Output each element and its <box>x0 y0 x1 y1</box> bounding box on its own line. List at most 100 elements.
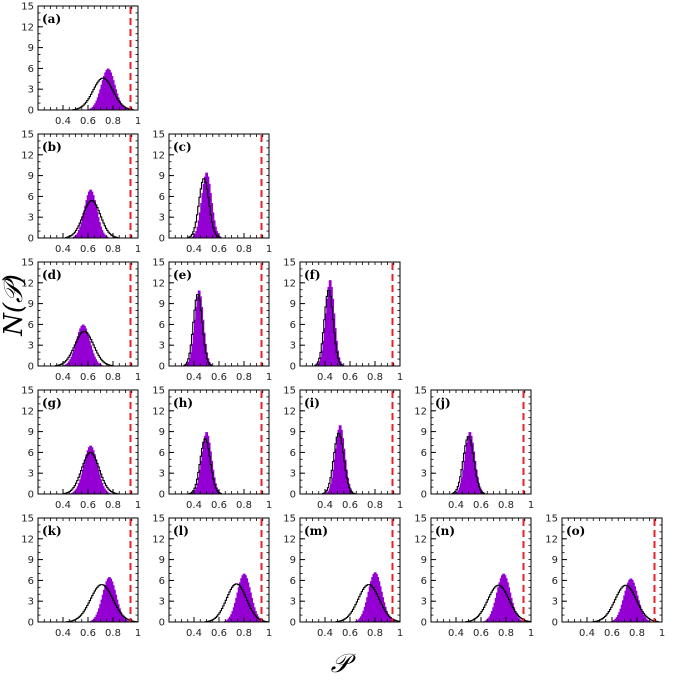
x-tick-label: 0.4 <box>186 372 202 383</box>
filled-bar <box>190 352 192 366</box>
y-tick-label: 0 <box>28 362 34 373</box>
filled-bar <box>90 107 93 110</box>
filled-bar <box>471 435 473 494</box>
y-tick-label: 6 <box>159 192 165 203</box>
y-tick-label: 0 <box>290 362 296 373</box>
filled-bar <box>628 579 630 622</box>
x-tick-label: 0.4 <box>55 116 71 127</box>
filled-bar <box>333 459 336 494</box>
filled-bar <box>106 236 109 238</box>
filled-bar <box>124 107 126 110</box>
x-axis-label: 𝒫 <box>331 649 357 679</box>
filled-bar <box>644 617 647 622</box>
filled-bar <box>187 362 190 366</box>
filled-bar <box>103 76 105 110</box>
filled-bar <box>613 619 615 622</box>
x-tick-label: 0.6 <box>473 628 489 639</box>
y-tick-label: 12 <box>21 150 34 161</box>
y-tick-label: 12 <box>152 534 165 545</box>
filled-bar <box>201 193 204 238</box>
panel-label: (o) <box>566 524 585 538</box>
filled-bar <box>75 234 78 238</box>
filled-bar <box>331 477 333 494</box>
filled-bar <box>508 587 511 622</box>
x-tick-label: 1 <box>266 628 272 639</box>
filled-bar <box>202 183 205 238</box>
x-tick-label: 1 <box>135 116 141 127</box>
outline-histogram <box>431 436 531 495</box>
filled-bar <box>498 582 501 622</box>
filled-bar <box>110 72 113 110</box>
x-tick-label: 0.6 <box>342 500 358 511</box>
y-tick-label: 15 <box>21 130 34 141</box>
panel-o: 0.4 0.6 0.8 1 0 3 6 9 12 15 (o) <box>545 514 665 640</box>
filled-bar <box>637 595 639 622</box>
panel-label: (m) <box>304 524 328 538</box>
y-tick-label: 0 <box>28 106 34 117</box>
filled-bar <box>99 222 101 238</box>
filled-bar <box>366 597 368 622</box>
y-tick-label: 9 <box>159 555 165 566</box>
y-tick-label: 0 <box>28 618 34 629</box>
filled-bar <box>98 217 100 238</box>
filled-bar <box>330 280 332 366</box>
filled-bar <box>120 103 123 110</box>
filled-bar <box>326 298 328 366</box>
y-tick-label: 15 <box>21 258 34 269</box>
filled-bar <box>325 313 327 366</box>
filled-bar <box>89 445 91 494</box>
filled-bar <box>207 435 210 494</box>
filled-bar <box>617 614 619 622</box>
y-tick-label: 9 <box>290 427 296 438</box>
x-tick-label: 0.6 <box>604 628 620 639</box>
panel-label: (h) <box>173 396 193 410</box>
filled-bar <box>91 447 94 494</box>
filled-bar <box>205 172 207 238</box>
y-tick-label: 3 <box>290 597 296 608</box>
filled-bar <box>463 460 466 494</box>
y-tick-label: 6 <box>421 576 427 587</box>
filled-bar <box>90 189 93 238</box>
y-tick-label: 0 <box>159 362 165 373</box>
y-tick-label: 3 <box>159 341 165 352</box>
outline-histogram <box>169 178 269 239</box>
filled-bar <box>642 612 644 622</box>
filled-bar <box>635 590 638 622</box>
filled-bar <box>98 469 100 494</box>
x-tick-label: 0.6 <box>473 500 489 511</box>
filled-bar <box>73 491 75 494</box>
y-tick-label: 3 <box>159 213 165 224</box>
panel-label: (a) <box>42 12 61 26</box>
x-tick-label: 0.8 <box>105 372 121 383</box>
filled-bar <box>474 460 477 494</box>
filled-bar <box>105 490 108 494</box>
filled-bar <box>375 572 377 622</box>
x-tick-label: 1 <box>659 628 665 639</box>
filled-bar <box>237 587 240 622</box>
filled-bar <box>84 459 86 494</box>
filled-bar <box>509 592 512 622</box>
filled-bar <box>110 578 113 622</box>
filled-bar <box>493 602 496 622</box>
filled-bar <box>206 172 209 238</box>
filled-bar <box>194 490 196 494</box>
filled-bar <box>321 350 323 366</box>
y-tick-label: 0 <box>421 618 427 629</box>
filled-bar <box>118 604 120 622</box>
filled-bar <box>192 332 195 366</box>
filled-bar <box>196 296 199 366</box>
filled-bar <box>106 491 109 494</box>
y-tick-label: 9 <box>159 171 165 182</box>
filled-bar <box>104 585 106 622</box>
y-tick-label: 6 <box>28 448 34 459</box>
filled-bar <box>327 286 330 366</box>
y-tick-label: 15 <box>21 386 34 397</box>
panel-c: 0.4 0.6 0.8 1 0 3 6 9 12 15 (c) <box>152 130 272 256</box>
filled-bar <box>199 290 201 366</box>
filled-bar <box>371 576 373 622</box>
panels-layer: 0.4 0.6 0.8 1 0 3 6 9 12 15 (a) 0.4 0.6 0.8 1 0 3 6 9 12 15 (… <box>21 2 665 640</box>
panel-label: (b) <box>42 140 62 154</box>
x-tick-label: 0.4 <box>448 628 464 639</box>
x-tick-label: 0.6 <box>211 244 227 255</box>
x-tick-label: 0.4 <box>55 500 71 511</box>
